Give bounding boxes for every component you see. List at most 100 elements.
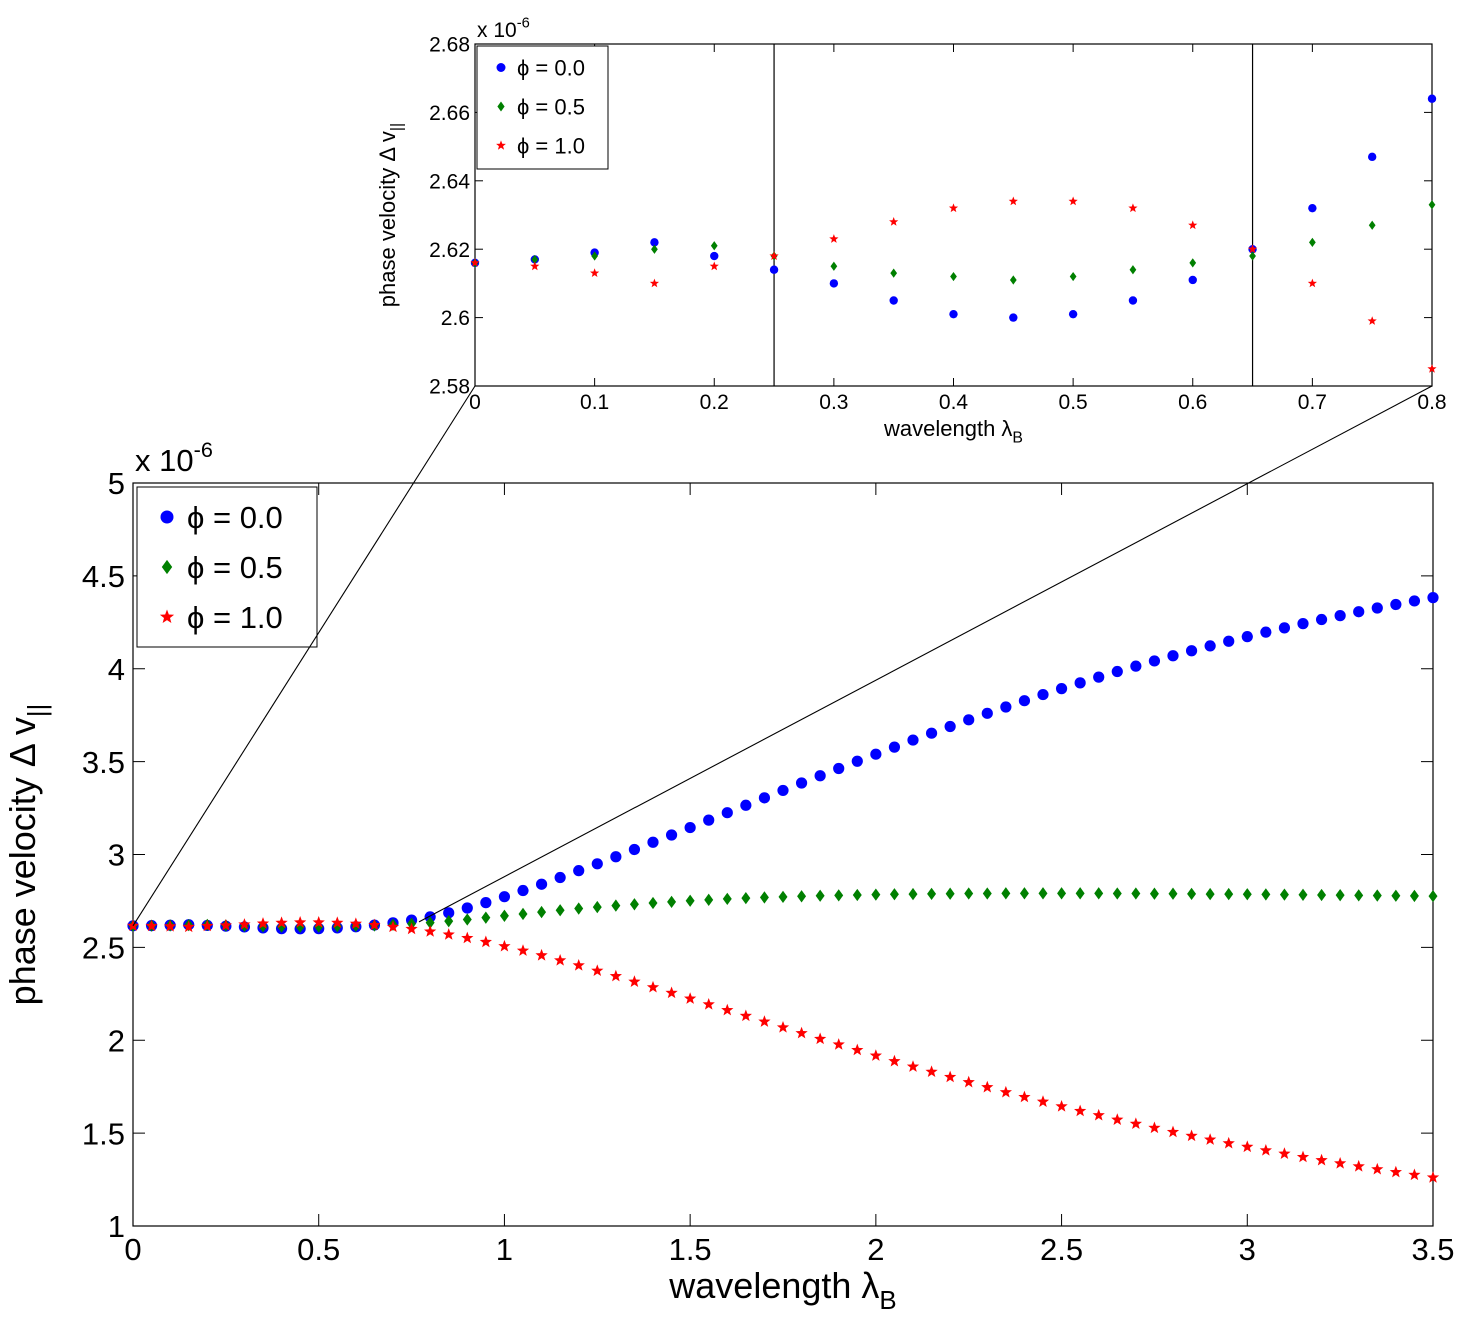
main-y-tick-label: 2 bbox=[108, 1023, 125, 1058]
main-data-point-circle-marker bbox=[1185, 645, 1198, 657]
main-data-point-circle-marker bbox=[1371, 602, 1383, 614]
main-data-point-circle-marker bbox=[628, 843, 641, 856]
main-legend-diamond-marker bbox=[161, 559, 173, 575]
main-scale-exponent: -6 bbox=[194, 437, 213, 462]
main-data-point-diamond-marker bbox=[1001, 887, 1011, 900]
main-data-point-star-marker bbox=[275, 916, 288, 929]
main-scale-label: x 10-6 bbox=[135, 437, 213, 478]
main-data-point-star-marker bbox=[182, 920, 195, 933]
inset-data-point-star-marker bbox=[530, 261, 540, 271]
main-data-point-star-marker bbox=[1185, 1129, 1198, 1142]
inset-data-point-diamond-marker bbox=[1009, 275, 1017, 285]
inset-legend-label: ϕ = 0.5 bbox=[517, 94, 585, 119]
main-data-point-diamond-marker bbox=[1428, 889, 1438, 903]
inset-data-point-star-marker bbox=[1188, 220, 1198, 230]
main-data-point-star-marker bbox=[498, 939, 511, 952]
main-data-point-diamond-marker bbox=[704, 893, 714, 906]
main-data-point-diamond-marker bbox=[815, 889, 825, 902]
main-data-point-star-marker bbox=[164, 919, 177, 932]
main-data-point-star-marker bbox=[1055, 1099, 1068, 1112]
main-data-point-circle-marker bbox=[1000, 701, 1012, 713]
main-data-point-circle-marker bbox=[1130, 660, 1142, 672]
main-data-point-circle-marker bbox=[1315, 613, 1328, 626]
main-data-point-star-marker bbox=[1278, 1147, 1291, 1159]
main-data-point-circle-marker bbox=[1148, 655, 1161, 667]
main-data-point-circle-marker bbox=[1241, 631, 1253, 643]
main-data-point-circle-marker bbox=[1204, 640, 1216, 652]
main-data-point-circle-marker bbox=[480, 897, 492, 909]
main-data-point-diamond-marker bbox=[1038, 887, 1048, 900]
main-data-point-star-marker bbox=[962, 1075, 975, 1088]
inset-data-point-circle-marker bbox=[889, 296, 898, 305]
main-data-point-circle-marker bbox=[851, 755, 863, 767]
inset-y-tick-label: 2.58 bbox=[429, 376, 470, 399]
inset-legend-circle-marker bbox=[496, 63, 506, 72]
main-data-point-diamond-marker bbox=[889, 888, 899, 901]
inset-x-tick-label: 0.6 bbox=[1178, 391, 1207, 414]
main-data-point-star-marker bbox=[1259, 1143, 1272, 1156]
main-data-point-diamond-marker bbox=[629, 898, 639, 911]
main-legend-label: ϕ = 0.0 bbox=[187, 500, 283, 535]
zoom-line-left bbox=[132, 385, 476, 927]
inset-legend-label: ϕ = 1.0 bbox=[517, 133, 585, 158]
main-data-point-star-marker bbox=[516, 944, 530, 956]
inset-data-point-circle-marker bbox=[710, 251, 719, 261]
main-data-point-star-marker bbox=[999, 1085, 1012, 1098]
inset-legend-star-marker bbox=[496, 140, 506, 150]
main-data-point-star-marker bbox=[702, 997, 715, 1010]
inset-x-tick-label: 0.4 bbox=[939, 391, 969, 414]
inset-data-point-circle-marker bbox=[1188, 275, 1197, 285]
inset-data-point-diamond-marker bbox=[1368, 220, 1376, 230]
main-y-tick-label: 4.5 bbox=[82, 559, 125, 594]
main-data-point-circle-marker bbox=[1278, 622, 1291, 634]
inset-data-point-circle-marker bbox=[829, 279, 839, 288]
main-data-point-diamond-marker bbox=[852, 888, 862, 902]
main-data-point-star-marker bbox=[1036, 1095, 1050, 1107]
main-data-point-diamond-marker bbox=[722, 892, 732, 906]
inset-data-point-diamond-marker bbox=[651, 244, 658, 254]
main-y-axis-subscript: || bbox=[24, 704, 52, 717]
main-data-point-circle-marker bbox=[684, 821, 696, 834]
main-data-point-star-marker bbox=[981, 1080, 994, 1093]
main-data-point-star-marker bbox=[1334, 1156, 1347, 1169]
main-data-point-diamond-marker bbox=[982, 887, 992, 900]
main-data-point-diamond-marker bbox=[1131, 887, 1141, 900]
inset-x-axis-subscript: B bbox=[1012, 430, 1023, 447]
inset-plot-area bbox=[474, 43, 1433, 387]
main-x-tick-label: 1 bbox=[496, 1232, 513, 1267]
inset-x-tick-label: 0.3 bbox=[819, 391, 848, 414]
main-data-point-diamond-marker bbox=[1335, 889, 1345, 902]
inset-series-2 bbox=[470, 196, 1437, 373]
inset-y-tick-label: 2.64 bbox=[429, 170, 470, 193]
main-data-point-circle-marker bbox=[498, 891, 511, 903]
inset-data-point-diamond-marker bbox=[1249, 251, 1256, 261]
main-data-point-star-marker bbox=[851, 1043, 864, 1056]
main-data-point-circle-marker bbox=[944, 720, 956, 733]
main-data-point-diamond-marker bbox=[871, 888, 881, 901]
main-data-point-star-marker bbox=[721, 1003, 734, 1016]
main-data-point-circle-marker bbox=[443, 907, 455, 919]
main-data-point-circle-marker bbox=[1334, 610, 1346, 622]
main-data-point-diamond-marker bbox=[1075, 887, 1085, 900]
main-data-point-star-marker bbox=[405, 922, 418, 935]
main-data-point-star-marker bbox=[479, 935, 492, 948]
inset-y-tick-label: 2.6 bbox=[441, 307, 470, 330]
inset-data-point-star-marker bbox=[470, 258, 480, 267]
main-data-point-circle-marker bbox=[777, 784, 789, 797]
main-data-point-diamond-marker bbox=[908, 887, 918, 901]
main-x-tick-label: 2 bbox=[867, 1232, 884, 1267]
inset-x-axis-label: wavelength λB bbox=[883, 416, 1023, 447]
inset-x-tick-label: 0 bbox=[469, 391, 481, 414]
main-data-point-star-marker bbox=[628, 975, 641, 987]
main-y-tick-label: 5 bbox=[108, 466, 125, 501]
main-data-point-star-marker bbox=[1111, 1113, 1124, 1125]
main-data-point-star-marker bbox=[1074, 1104, 1087, 1117]
zoom-connector-lines bbox=[132, 385, 1433, 927]
main-data-point-circle-marker bbox=[1260, 626, 1272, 638]
main-data-point-circle-marker bbox=[647, 836, 659, 848]
main-data-point-circle-marker bbox=[1223, 635, 1235, 647]
main-data-point-star-marker bbox=[256, 917, 270, 929]
main-data-point-diamond-marker bbox=[592, 900, 602, 914]
inset-data-point-diamond-marker bbox=[890, 268, 898, 278]
main-data-point-circle-marker bbox=[1167, 650, 1179, 662]
